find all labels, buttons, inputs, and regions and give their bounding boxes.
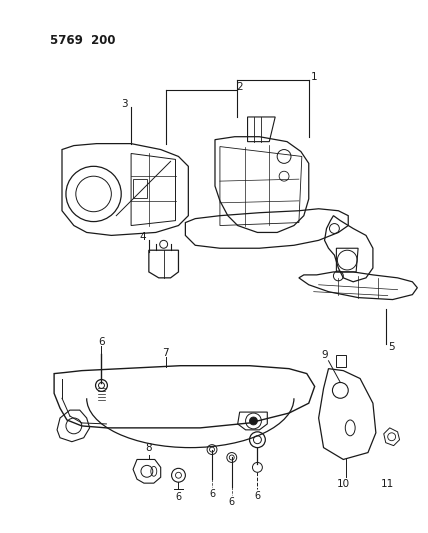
Text: 1: 1 (310, 72, 317, 83)
Text: 5769  200: 5769 200 (50, 35, 116, 47)
Text: 6: 6 (229, 497, 235, 507)
Text: 9: 9 (321, 350, 328, 360)
Text: 5: 5 (388, 342, 394, 352)
Text: 6: 6 (254, 491, 261, 501)
Text: 6: 6 (209, 489, 215, 499)
Text: 3: 3 (122, 99, 128, 109)
Text: 8: 8 (146, 442, 152, 453)
Text: 6: 6 (98, 337, 105, 347)
Text: 7: 7 (162, 348, 169, 358)
Text: 4: 4 (139, 232, 146, 243)
Circle shape (250, 417, 257, 425)
Text: 6: 6 (175, 492, 181, 502)
Text: 2: 2 (237, 83, 244, 92)
Text: 10: 10 (337, 479, 350, 489)
Text: 11: 11 (381, 479, 394, 489)
